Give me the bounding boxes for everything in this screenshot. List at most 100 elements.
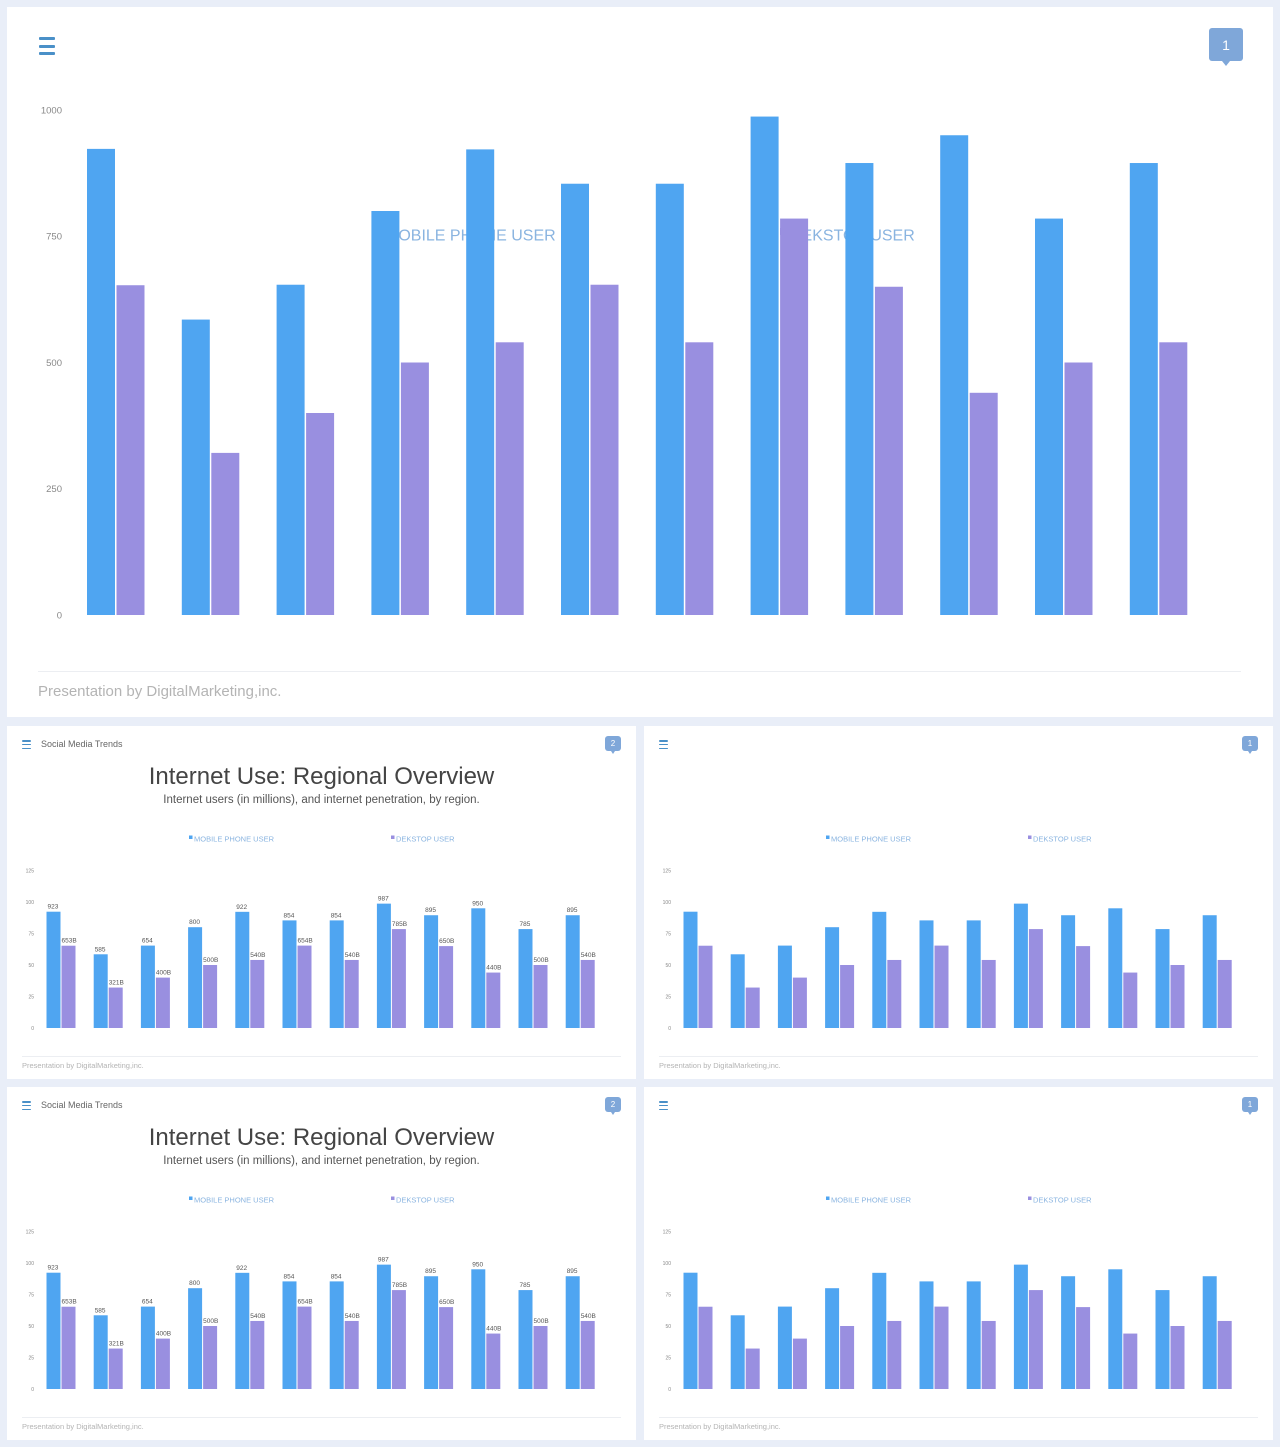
desktop-bar — [934, 1306, 949, 1389]
mobile-bar — [561, 183, 589, 616]
bar-chart: MOBILE PHONE USER DEKSTOP USER 0 25 50 75 100 1… — [663, 1196, 1232, 1393]
y-tick-label: 75 — [28, 931, 34, 937]
mobile-bar — [966, 920, 981, 1028]
desktop-bar — [887, 1320, 902, 1389]
bar-chart: MOBILE PHONE USER DEKSTOP USER 0 25 50 75 100 1… — [26, 835, 596, 1032]
mobile-bar — [235, 1272, 250, 1389]
y-tick-label: 0 — [31, 1026, 34, 1032]
mobile-bar — [282, 920, 297, 1028]
desktop-bar — [250, 959, 265, 1028]
legend-label-mobile: MOBILE PHONE USER — [831, 835, 912, 844]
data-label: 654B — [298, 938, 313, 945]
desktop-bar — [780, 218, 809, 615]
data-label: 922 — [236, 904, 247, 911]
y-tick-label: 75 — [665, 1292, 671, 1298]
mobile-bar — [376, 1264, 391, 1389]
data-label: 540B — [345, 1313, 360, 1320]
mobile-bar — [730, 954, 745, 1028]
desktop-bar — [155, 1338, 170, 1389]
y-tick-label: 0 — [31, 1387, 34, 1393]
mobile-bar — [845, 163, 874, 615]
desktop-bar — [1028, 1290, 1043, 1389]
section-label: Social Media Trends — [41, 739, 123, 749]
mobile-bar — [518, 1290, 533, 1389]
y-tick-label: 0 — [57, 610, 62, 621]
desktop-bar — [969, 392, 998, 615]
data-label: 653B — [62, 1299, 77, 1306]
data-label: 785B — [392, 921, 407, 928]
mobile-bar — [329, 1281, 344, 1389]
data-label: 654B — [298, 1299, 313, 1306]
slide-thumbnail-4[interactable]: Social Media Trends 2 Internet Use: Regi… — [7, 1087, 636, 1440]
mobile-bar — [376, 903, 391, 1028]
hamburger-menu-icon[interactable] — [659, 740, 668, 749]
legend-label-desktop: DEKSTOP USER — [396, 835, 455, 844]
slide-thumbnail-3[interactable]: 1 MOBILE PHONE USER DEKSTOP USER 0 25 50 75 10… — [644, 726, 1273, 1079]
data-label: 785 — [520, 921, 531, 928]
data-label: 400B — [156, 970, 171, 977]
legend-marker-desktop — [1028, 835, 1032, 839]
legend-marker-mobile — [189, 1196, 193, 1200]
slide-thumbnail-2[interactable]: Social Media Trends 2 Internet Use: Regi… — [7, 726, 636, 1079]
mobile-bar — [872, 911, 887, 1028]
slide-thumbnail-5[interactable]: 1 MOBILE PHONE USER DEKSTOP USER 0 25 50 75 10… — [644, 1087, 1273, 1440]
desktop-bar — [391, 929, 406, 1028]
y-tick-label: 0 — [668, 1026, 671, 1032]
bar-chart: MOBILE PHONE USER DEKSTOP USER 0 25 50 75 100 1… — [26, 1196, 596, 1393]
hamburger-menu-icon[interactable] — [39, 37, 55, 55]
data-label: 540B — [345, 952, 360, 959]
footer-divider — [38, 671, 1241, 672]
data-label: 654 — [142, 938, 153, 945]
desktop-bar — [486, 972, 501, 1028]
hamburger-menu-icon[interactable] — [22, 740, 31, 749]
hamburger-menu-icon[interactable] — [22, 1101, 31, 1110]
mobile-bar — [1035, 218, 1063, 615]
mobile-bar — [140, 945, 155, 1028]
desktop-bar — [981, 959, 996, 1028]
data-label: 400B — [156, 1331, 171, 1338]
desktop-bar — [344, 959, 359, 1028]
slide-title: Internet Use: Regional Overview — [148, 763, 495, 790]
data-label: 895 — [567, 1268, 578, 1275]
mobile-bar — [181, 319, 210, 615]
legend-label-mobile: MOBILE PHONE USER — [194, 835, 275, 844]
data-label: 923 — [48, 904, 59, 911]
desktop-bar — [792, 1338, 807, 1389]
data-label: 854 — [331, 1273, 342, 1280]
data-label: 895 — [425, 907, 436, 914]
y-tick-label: 75 — [28, 1292, 34, 1298]
desktop-bar — [1028, 929, 1043, 1028]
mobile-bar — [87, 148, 115, 615]
data-label: 854 — [284, 1273, 295, 1280]
y-tick-label: 50 — [28, 1324, 34, 1330]
data-label: 950 — [472, 900, 483, 907]
mobile-bar — [966, 1281, 981, 1389]
desktop-bar — [391, 1290, 406, 1389]
desktop-bar — [840, 1326, 855, 1389]
desktop-bar — [1076, 946, 1091, 1028]
data-label: 895 — [567, 907, 578, 914]
slide-number: 1 — [1247, 739, 1253, 748]
data-label: 650B — [439, 938, 454, 945]
desktop-bar — [1123, 1333, 1138, 1389]
desktop-bar — [840, 965, 855, 1028]
desktop-bar — [698, 945, 713, 1028]
hamburger-menu-icon[interactable] — [659, 1101, 668, 1110]
data-label: 922 — [236, 1265, 247, 1272]
data-label: 987 — [378, 896, 389, 903]
mobile-bar — [1155, 1290, 1170, 1389]
desktop-bar — [745, 1348, 760, 1389]
slide-title: Internet Use: Regional Overview — [148, 1124, 495, 1151]
desktop-bar — [533, 1326, 548, 1389]
mobile-bar — [1202, 915, 1217, 1028]
mobile-bar — [730, 1315, 745, 1389]
mobile-bar — [1155, 929, 1170, 1028]
mobile-bar — [750, 116, 779, 615]
data-label: 500B — [534, 957, 549, 964]
y-tick-label: 100 — [663, 900, 672, 906]
data-label: 854 — [284, 912, 295, 919]
y-tick-label: 125 — [663, 1229, 672, 1235]
mobile-bar — [235, 911, 250, 1028]
